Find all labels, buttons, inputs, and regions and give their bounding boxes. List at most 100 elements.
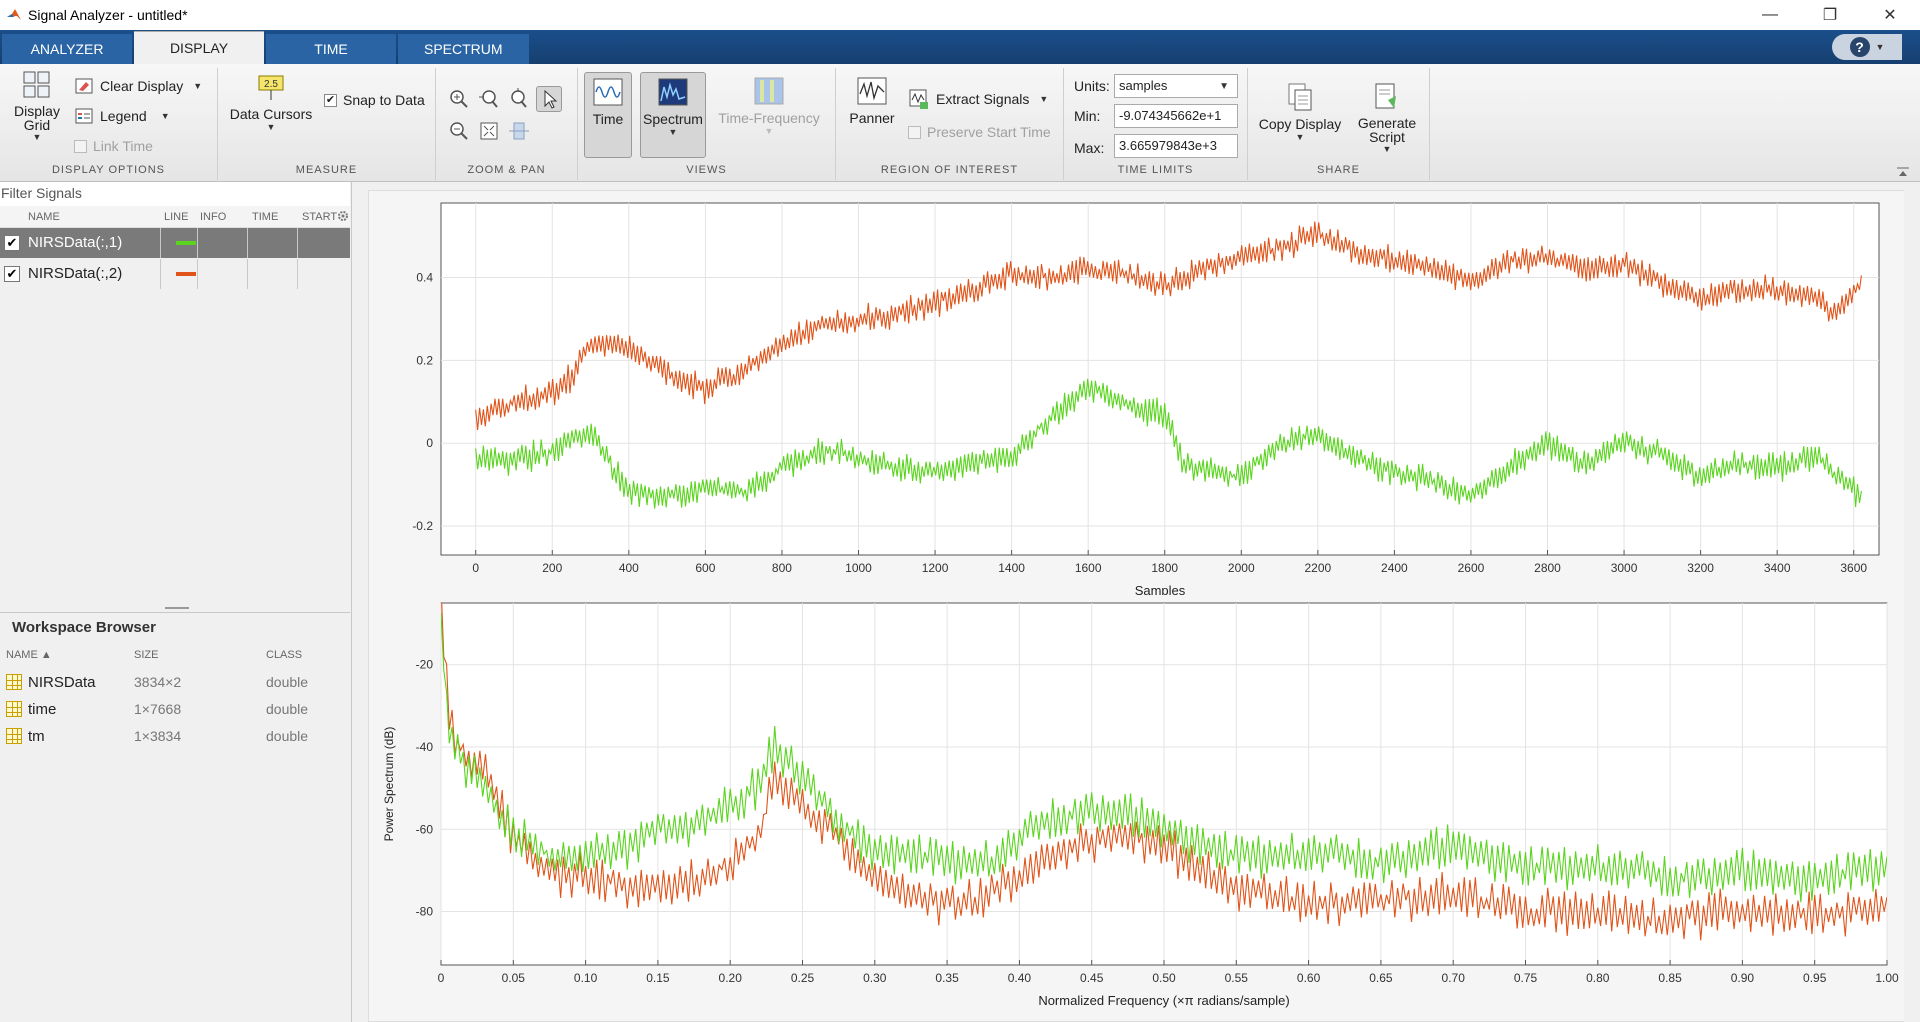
- chevron-down-icon: ▼: [266, 122, 276, 132]
- signal-row[interactable]: ✔ NIRSData(:,2): [0, 259, 350, 289]
- workspace-table-header: NAME ▲ SIZE CLASS: [0, 644, 350, 666]
- tab-analyzer[interactable]: ANALYZER: [2, 34, 132, 64]
- signal-checkbox[interactable]: ✔: [4, 266, 20, 282]
- section-share: Copy Display ▼ Generate Script ▼ SHARE: [1248, 68, 1430, 180]
- series-line[interactable]: [475, 221, 1862, 431]
- x-tick-label: 0.90: [1731, 971, 1755, 985]
- data-cursors-button[interactable]: 2.5 Data Cursors ▼: [226, 72, 316, 132]
- generate-script-button[interactable]: Generate Script ▼: [1352, 82, 1422, 154]
- signal-line-swatch[interactable]: [176, 241, 196, 245]
- section-title-share: SHARE: [1317, 164, 1360, 176]
- chevron-down-icon: ▼: [1219, 81, 1229, 92]
- chevron-down-icon: ▼: [1382, 144, 1392, 154]
- extract-signals-button[interactable]: Extract Signals ▼: [908, 88, 1048, 110]
- snap-to-data-checkbox[interactable]: ✔ Snap to Data: [324, 92, 425, 108]
- workspace-browser-title: Workspace Browser: [0, 612, 350, 642]
- time-view-button[interactable]: Time: [584, 72, 632, 158]
- col-line[interactable]: LINE: [164, 211, 189, 223]
- spectrum-view-button[interactable]: Spectrum ▼: [640, 72, 706, 158]
- col-start[interactable]: START: [302, 211, 338, 223]
- x-tick-label: 3400: [1764, 561, 1791, 575]
- signal-row[interactable]: ✔ NIRSData(:,1): [0, 228, 350, 258]
- x-tick-label: 0.50: [1152, 971, 1176, 985]
- spectrum-view-label: Spectrum: [643, 111, 703, 127]
- gear-icon[interactable]: [337, 210, 349, 222]
- x-tick-label: 0.70: [1442, 971, 1466, 985]
- copy-display-button[interactable]: Copy Display ▼: [1256, 82, 1344, 142]
- legend-icon: [75, 108, 93, 124]
- x-tick-label: 0.20: [719, 971, 743, 985]
- fit-to-view-icon[interactable]: [478, 120, 500, 142]
- panner-icon: [857, 77, 887, 105]
- x-tick-label: 1400: [998, 561, 1025, 575]
- workspace-row[interactable]: time 1×7668 double: [0, 696, 350, 723]
- help-icon: ?: [1849, 37, 1870, 57]
- col-ws-class[interactable]: CLASS: [266, 649, 303, 661]
- tab-spectrum[interactable]: SPECTRUM: [398, 34, 529, 64]
- display-grid-button[interactable]: Display Grid ▼: [10, 70, 64, 142]
- x-tick-label: 2000: [1228, 561, 1255, 575]
- x-tick-label: 1600: [1075, 561, 1102, 575]
- collapse-toolstrip-icon[interactable]: [1896, 167, 1910, 177]
- series-line[interactable]: [441, 595, 1887, 941]
- help-button[interactable]: ? ▼: [1832, 34, 1902, 60]
- column-divider: [160, 228, 161, 258]
- series-line[interactable]: [475, 378, 1862, 509]
- signal-line-swatch[interactable]: [176, 272, 196, 276]
- x-tick-label: 2800: [1534, 561, 1561, 575]
- units-dropdown[interactable]: samples ▼: [1114, 74, 1238, 98]
- y-tick-label: -40: [416, 740, 434, 754]
- x-tick-label: 200: [542, 561, 562, 575]
- series-line[interactable]: [441, 613, 1887, 903]
- legend-button[interactable]: Legend ▼: [74, 106, 170, 126]
- zoom-x-icon[interactable]: [478, 88, 500, 110]
- extract-signals-icon: [909, 89, 928, 109]
- zoom-y-icon[interactable]: [508, 88, 530, 110]
- y-tick-label: -60: [416, 822, 434, 836]
- zoom-out-icon[interactable]: [448, 120, 470, 142]
- x-tick-label: 0: [438, 971, 445, 985]
- column-divider: [197, 228, 198, 258]
- panel-splitter[interactable]: [0, 604, 350, 612]
- chevron-down-icon: ▼: [1875, 42, 1885, 52]
- clear-display-button[interactable]: Clear Display ▼: [74, 76, 202, 96]
- section-roi: Panner Extract Signals ▼ Preserve Start …: [836, 68, 1064, 180]
- x-tick-label: 0.95: [1803, 971, 1827, 985]
- col-name[interactable]: NAME: [28, 211, 60, 223]
- signal-checkbox[interactable]: ✔: [4, 235, 20, 251]
- min-time-input[interactable]: -9.074345662e+1: [1114, 104, 1238, 128]
- section-title-display-options: DISPLAY OPTIONS: [51, 164, 165, 176]
- col-info[interactable]: INFO: [200, 211, 227, 223]
- section-time-limits: Units: samples ▼ Min: -9.074345662e+1 Ma…: [1064, 68, 1248, 180]
- variable-class: double: [266, 728, 309, 744]
- x-tick-label: 0.05: [502, 971, 526, 985]
- col-ws-size[interactable]: SIZE: [134, 649, 159, 661]
- col-ws-name[interactable]: NAME ▲: [6, 649, 52, 661]
- tab-display[interactable]: DISPLAY: [134, 31, 264, 64]
- filter-signals-input[interactable]: Filter Signals: [0, 182, 350, 206]
- select-tool-button[interactable]: [536, 86, 562, 112]
- workspace-row[interactable]: NIRSData 3834×2 double: [0, 669, 350, 696]
- restore-button[interactable]: ❐: [1822, 7, 1838, 24]
- preserve-start-time-checkbox[interactable]: Preserve Start Time: [908, 124, 1051, 140]
- workspace-row[interactable]: tm 1×3834 double: [0, 723, 350, 750]
- tab-time[interactable]: TIME: [266, 34, 396, 64]
- minimize-button[interactable]: —: [1762, 6, 1778, 23]
- x-tick-label: 800: [772, 561, 792, 575]
- time-frequency-view-button[interactable]: Time-Frequency ▼: [714, 76, 824, 136]
- chevron-down-icon: ▼: [1295, 132, 1305, 142]
- close-button[interactable]: ✕: [1883, 7, 1897, 24]
- link-time-checkbox[interactable]: Link Time: [74, 138, 153, 154]
- max-time-input[interactable]: 3.665979843e+3: [1114, 134, 1238, 158]
- pan-icon[interactable]: [508, 120, 530, 142]
- section-display-options: Display Grid ▼ Clear Display ▼ Legend ▼ …: [0, 68, 218, 180]
- col-time[interactable]: TIME: [252, 211, 279, 223]
- chevron-down-icon: ▼: [193, 81, 203, 91]
- panner-button[interactable]: Panner: [848, 76, 896, 126]
- splitter-grip: [165, 607, 189, 609]
- zoom-in-icon[interactable]: [448, 88, 470, 110]
- x-tick-label: 0.35: [935, 971, 959, 985]
- time-domain-plot[interactable]: 0 200 400 600 800 1000 1200 1400 1600 1800 2000 220…: [369, 191, 1909, 595]
- spectrum-plot[interactable]: 0 0.05 0.10 0.15 0.20 0.25 0.30 0.35 0.40 0.45 0.5…: [369, 595, 1909, 1022]
- copy-icon: [1288, 83, 1312, 111]
